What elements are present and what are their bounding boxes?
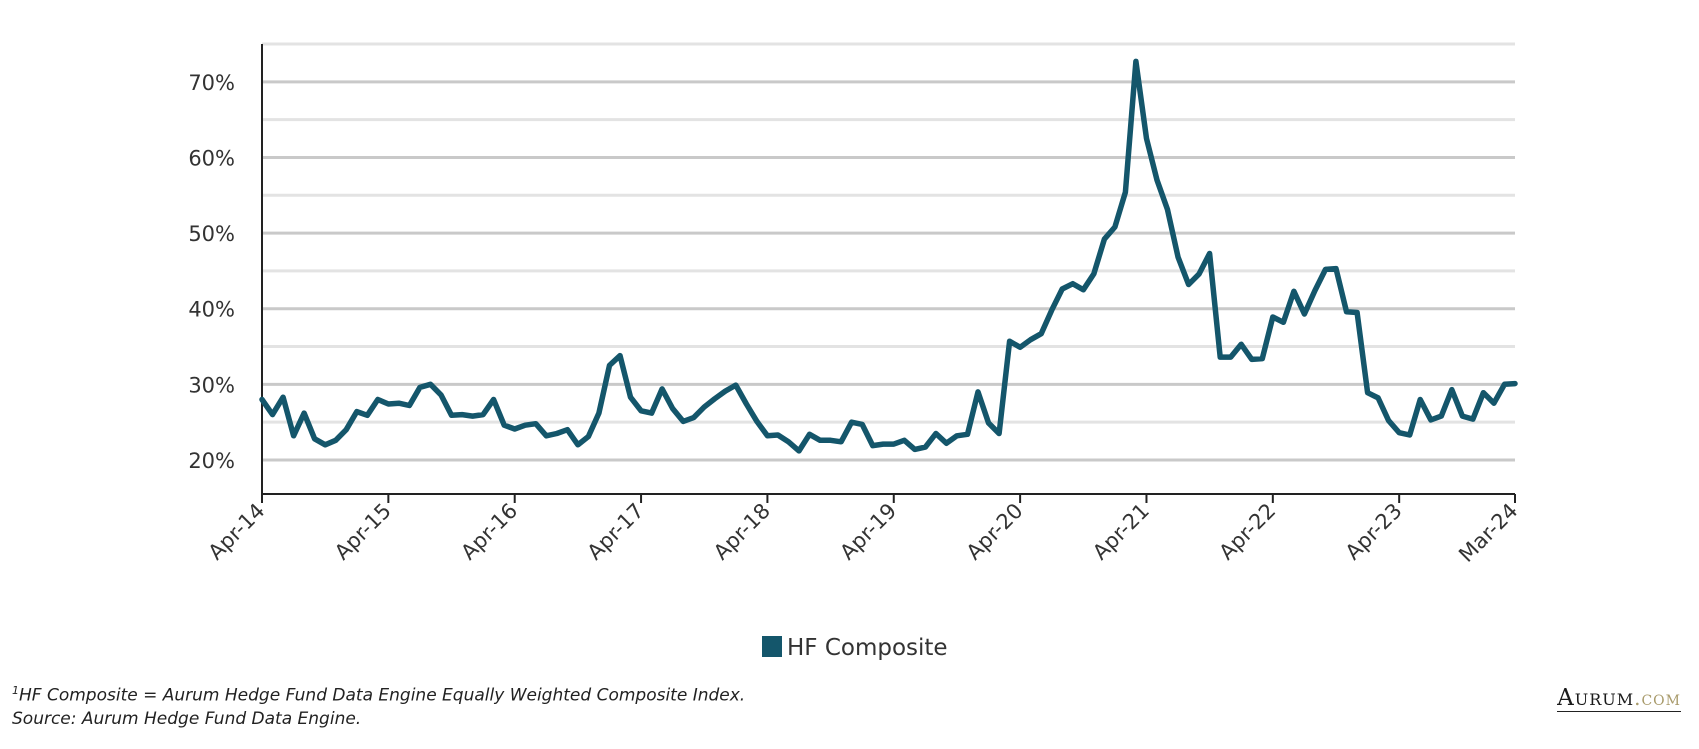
logo-main-text: Aurum <box>1557 685 1635 711</box>
minor-gridlines <box>262 42 1515 424</box>
y-tick-label: 40% <box>188 298 235 322</box>
x-axis-tick-labels: Apr-14 Apr-15 Apr-16 Apr-17 Apr-18 Apr-19 Apr-… <box>204 499 1523 567</box>
x-tick-label: Apr-22 <box>1214 499 1280 565</box>
y-tick-label: 50% <box>188 222 235 246</box>
y-axis-tick-labels: 20% 30% 40% 50% 60% 70% <box>188 71 235 473</box>
footnote-definition: 1HF Composite = Aurum Hedge Fund Data En… <box>12 684 745 706</box>
y-tick-label: 20% <box>188 449 235 473</box>
legend-swatch-hf-composite <box>762 636 782 657</box>
series-line-hf-composite <box>259 58 1518 454</box>
x-tick-label: Apr-16 <box>456 499 522 565</box>
major-gridlines <box>262 80 1515 462</box>
x-tick-label: Apr-14 <box>204 499 270 565</box>
footnote-source: Source: Aurum Hedge Fund Data Engine. <box>12 709 362 729</box>
x-tick-label: Apr-23 <box>1341 499 1407 565</box>
footnote-marker: 1 <box>12 684 19 697</box>
x-tick-label: Apr-17 <box>583 499 649 565</box>
series-layer <box>259 58 1518 454</box>
legend-label-hf-composite: HF Composite <box>787 635 948 661</box>
x-tick-label: Apr-21 <box>1088 499 1154 565</box>
y-tick-label: 60% <box>188 146 235 170</box>
y-tick-label: 70% <box>188 71 235 95</box>
aurum-logo: Aurum.com <box>1557 687 1681 712</box>
x-tick-label: Apr-20 <box>962 499 1028 565</box>
footnote-definition-text: HF Composite = Aurum Hedge Fund Data Eng… <box>19 685 746 706</box>
legend: HF Composite <box>762 635 948 661</box>
x-axis-ticks <box>261 494 1516 503</box>
logo-domain-text: .com <box>1634 686 1681 710</box>
x-tick-label: Apr-19 <box>835 499 901 565</box>
y-tick-label: 30% <box>188 373 235 397</box>
x-tick-label: Mar-24 <box>1454 499 1522 567</box>
x-tick-label: Apr-15 <box>330 499 396 565</box>
x-tick-label: Apr-18 <box>709 499 775 565</box>
